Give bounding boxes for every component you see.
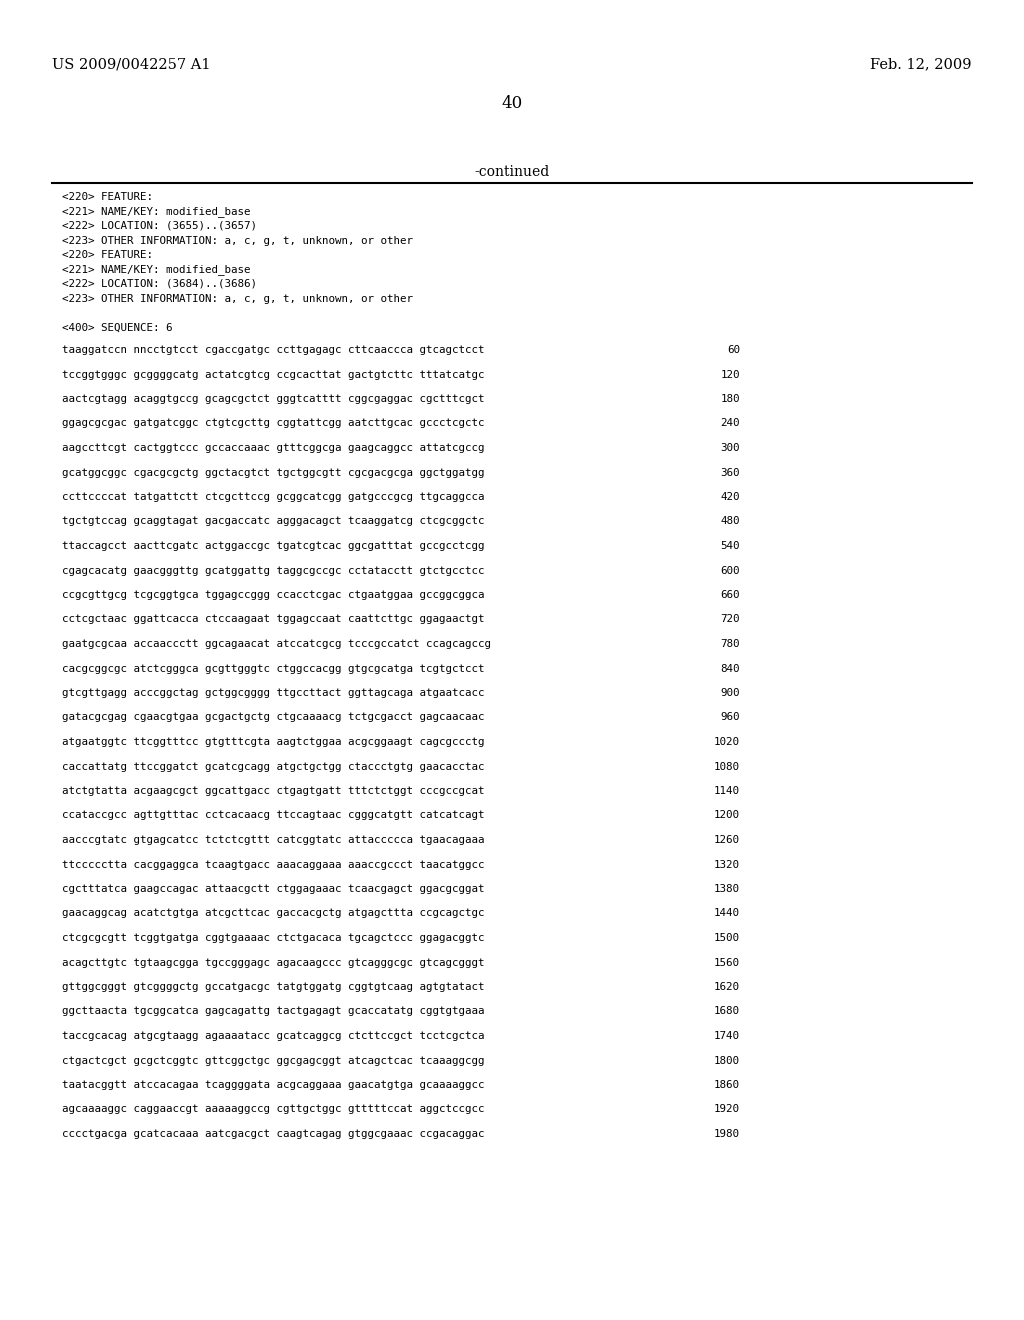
Text: <220> FEATURE:: <220> FEATURE: xyxy=(62,191,153,202)
Text: cgctttatca gaagccagac attaacgctt ctggagaaac tcaacgagct ggacgcggat: cgctttatca gaagccagac attaacgctt ctggaga… xyxy=(62,884,484,894)
Text: ccttccccat tatgattctt ctcgcttccg gcggcatcgg gatgcccgcg ttgcaggcca: ccttccccat tatgattctt ctcgcttccg gcggcat… xyxy=(62,492,484,502)
Text: cctcgctaac ggattcacca ctccaagaat tggagccaat caattcttgc ggagaactgt: cctcgctaac ggattcacca ctccaagaat tggagcc… xyxy=(62,615,484,624)
Text: taatacggtt atccacagaa tcaggggata acgcaggaaa gaacatgtga gcaaaaggcc: taatacggtt atccacagaa tcaggggata acgcagg… xyxy=(62,1080,484,1090)
Text: <222> LOCATION: (3684)..(3686): <222> LOCATION: (3684)..(3686) xyxy=(62,279,257,289)
Text: 1920: 1920 xyxy=(714,1105,740,1114)
Text: 960: 960 xyxy=(721,713,740,722)
Text: 1740: 1740 xyxy=(714,1031,740,1041)
Text: 240: 240 xyxy=(721,418,740,429)
Text: taccgcacag atgcgtaagg agaaaatacc gcatcaggcg ctcttccgct tcctcgctca: taccgcacag atgcgtaagg agaaaatacc gcatcag… xyxy=(62,1031,484,1041)
Text: 1800: 1800 xyxy=(714,1056,740,1065)
Text: 60: 60 xyxy=(727,345,740,355)
Text: 840: 840 xyxy=(721,664,740,673)
Text: 300: 300 xyxy=(721,444,740,453)
Text: cccctgacga gcatcacaaa aatcgacgct caagtcagag gtggcgaaac ccgacaggac: cccctgacga gcatcacaaa aatcgacgct caagtca… xyxy=(62,1129,484,1139)
Text: ccataccgcc agttgtttac cctcacaacg ttccagtaac cgggcatgtt catcatcagt: ccataccgcc agttgtttac cctcacaacg ttccagt… xyxy=(62,810,484,821)
Text: ttccccctta cacggaggca tcaagtgacc aaacaggaaa aaaccgccct taacatggcc: ttccccctta cacggaggca tcaagtgacc aaacagg… xyxy=(62,859,484,870)
Text: 780: 780 xyxy=(721,639,740,649)
Text: 900: 900 xyxy=(721,688,740,698)
Text: gtcgttgagg acccggctag gctggcgggg ttgccttact ggttagcaga atgaatcacc: gtcgttgagg acccggctag gctggcgggg ttgcctt… xyxy=(62,688,484,698)
Text: <223> OTHER INFORMATION: a, c, g, t, unknown, or other: <223> OTHER INFORMATION: a, c, g, t, unk… xyxy=(62,235,413,246)
Text: 1620: 1620 xyxy=(714,982,740,993)
Text: ttaccagcct aacttcgatc actggaccgc tgatcgtcac ggcgatttat gccgcctcgg: ttaccagcct aacttcgatc actggaccgc tgatcgt… xyxy=(62,541,484,550)
Text: <223> OTHER INFORMATION: a, c, g, t, unknown, or other: <223> OTHER INFORMATION: a, c, g, t, unk… xyxy=(62,293,413,304)
Text: 360: 360 xyxy=(721,467,740,478)
Text: aagccttcgt cactggtccc gccaccaaac gtttcggcga gaagcaggcc attatcgccg: aagccttcgt cactggtccc gccaccaaac gtttcgg… xyxy=(62,444,484,453)
Text: acagcttgtc tgtaagcgga tgccgggagc agacaagccc gtcagggcgc gtcagcgggt: acagcttgtc tgtaagcgga tgccgggagc agacaag… xyxy=(62,957,484,968)
Text: 1020: 1020 xyxy=(714,737,740,747)
Text: 1320: 1320 xyxy=(714,859,740,870)
Text: <221> NAME/KEY: modified_base: <221> NAME/KEY: modified_base xyxy=(62,206,251,218)
Text: US 2009/0042257 A1: US 2009/0042257 A1 xyxy=(52,57,211,71)
Text: 480: 480 xyxy=(721,516,740,527)
Text: 1380: 1380 xyxy=(714,884,740,894)
Text: caccattatg ttccggatct gcatcgcagg atgctgctgg ctaccctgtg gaacacctac: caccattatg ttccggatct gcatcgcagg atgctgc… xyxy=(62,762,484,771)
Text: -continued: -continued xyxy=(474,165,550,180)
Text: 40: 40 xyxy=(502,95,522,112)
Text: tccggtgggc gcggggcatg actatcgtcg ccgcacttat gactgtcttc tttatcatgc: tccggtgggc gcggggcatg actatcgtcg ccgcact… xyxy=(62,370,484,380)
Text: tgctgtccag gcaggtagat gacgaccatc agggacagct tcaaggatcg ctcgcggctc: tgctgtccag gcaggtagat gacgaccatc agggaca… xyxy=(62,516,484,527)
Text: 540: 540 xyxy=(721,541,740,550)
Text: gttggcgggt gtcggggctg gccatgacgc tatgtggatg cggtgtcaag agtgtatact: gttggcgggt gtcggggctg gccatgacgc tatgtgg… xyxy=(62,982,484,993)
Text: 1080: 1080 xyxy=(714,762,740,771)
Text: gcatggcggc cgacgcgctg ggctacgtct tgctggcgtt cgcgacgcga ggctggatgg: gcatggcggc cgacgcgctg ggctacgtct tgctggc… xyxy=(62,467,484,478)
Text: 420: 420 xyxy=(721,492,740,502)
Text: 1260: 1260 xyxy=(714,836,740,845)
Text: atgaatggtc ttcggtttcc gtgtttcgta aagtctggaa acgcggaagt cagcgccctg: atgaatggtc ttcggtttcc gtgtttcgta aagtctg… xyxy=(62,737,484,747)
Text: ggagcgcgac gatgatcggc ctgtcgcttg cggtattcgg aatcttgcac gccctcgctc: ggagcgcgac gatgatcggc ctgtcgcttg cggtatt… xyxy=(62,418,484,429)
Text: ccgcgttgcg tcgcggtgca tggagccggg ccacctcgac ctgaatggaa gccggcggca: ccgcgttgcg tcgcggtgca tggagccggg ccacctc… xyxy=(62,590,484,601)
Text: gatacgcgag cgaacgtgaa gcgactgctg ctgcaaaacg tctgcgacct gagcaacaac: gatacgcgag cgaacgtgaa gcgactgctg ctgcaaa… xyxy=(62,713,484,722)
Text: ggcttaacta tgcggcatca gagcagattg tactgagagt gcaccatatg cggtgtgaaa: ggcttaacta tgcggcatca gagcagattg tactgag… xyxy=(62,1006,484,1016)
Text: <221> NAME/KEY: modified_base: <221> NAME/KEY: modified_base xyxy=(62,264,251,276)
Text: <222> LOCATION: (3655)..(3657): <222> LOCATION: (3655)..(3657) xyxy=(62,220,257,231)
Text: gaacaggcag acatctgtga atcgcttcac gaccacgctg atgagcttta ccgcagctgc: gaacaggcag acatctgtga atcgcttcac gaccacg… xyxy=(62,908,484,919)
Text: 120: 120 xyxy=(721,370,740,380)
Text: 1980: 1980 xyxy=(714,1129,740,1139)
Text: cacgcggcgc atctcgggca gcgttgggtc ctggccacgg gtgcgcatga tcgtgctcct: cacgcggcgc atctcgggca gcgttgggtc ctggcca… xyxy=(62,664,484,673)
Text: aacccgtatc gtgagcatcc tctctcgttt catcggtatc attaccccca tgaacagaaa: aacccgtatc gtgagcatcc tctctcgttt catcggt… xyxy=(62,836,484,845)
Text: 180: 180 xyxy=(721,393,740,404)
Text: 720: 720 xyxy=(721,615,740,624)
Text: 1680: 1680 xyxy=(714,1006,740,1016)
Text: atctgtatta acgaagcgct ggcattgacc ctgagtgatt tttctctggt cccgccgcat: atctgtatta acgaagcgct ggcattgacc ctgagtg… xyxy=(62,785,484,796)
Text: ctgactcgct gcgctcggtc gttcggctgc ggcgagcggt atcagctcac tcaaaggcgg: ctgactcgct gcgctcggtc gttcggctgc ggcgagc… xyxy=(62,1056,484,1065)
Text: 1140: 1140 xyxy=(714,785,740,796)
Text: 600: 600 xyxy=(721,565,740,576)
Text: 1500: 1500 xyxy=(714,933,740,942)
Text: <220> FEATURE:: <220> FEATURE: xyxy=(62,249,153,260)
Text: 660: 660 xyxy=(721,590,740,601)
Text: 1440: 1440 xyxy=(714,908,740,919)
Text: agcaaaaggc caggaaccgt aaaaaggccg cgttgctggc gtttttccat aggctccgcc: agcaaaaggc caggaaccgt aaaaaggccg cgttgct… xyxy=(62,1105,484,1114)
Text: taaggatccn nncctgtcct cgaccgatgc ccttgagagc cttcaaccca gtcagctcct: taaggatccn nncctgtcct cgaccgatgc ccttgag… xyxy=(62,345,484,355)
Text: 1860: 1860 xyxy=(714,1080,740,1090)
Text: gaatgcgcaa accaaccctt ggcagaacat atccatcgcg tcccgccatct ccagcagccg: gaatgcgcaa accaaccctt ggcagaacat atccatc… xyxy=(62,639,490,649)
Text: <400> SEQUENCE: 6: <400> SEQUENCE: 6 xyxy=(62,322,172,333)
Text: aactcgtagg acaggtgccg gcagcgctct gggtcatttt cggcgaggac cgctttcgct: aactcgtagg acaggtgccg gcagcgctct gggtcat… xyxy=(62,393,484,404)
Text: 1200: 1200 xyxy=(714,810,740,821)
Text: cgagcacatg gaacgggttg gcatggattg taggcgccgc cctatacctt gtctgcctcc: cgagcacatg gaacgggttg gcatggattg taggcgc… xyxy=(62,565,484,576)
Text: Feb. 12, 2009: Feb. 12, 2009 xyxy=(870,57,972,71)
Text: 1560: 1560 xyxy=(714,957,740,968)
Text: ctcgcgcgtt tcggtgatga cggtgaaaac ctctgacaca tgcagctccc ggagacggtc: ctcgcgcgtt tcggtgatga cggtgaaaac ctctgac… xyxy=(62,933,484,942)
